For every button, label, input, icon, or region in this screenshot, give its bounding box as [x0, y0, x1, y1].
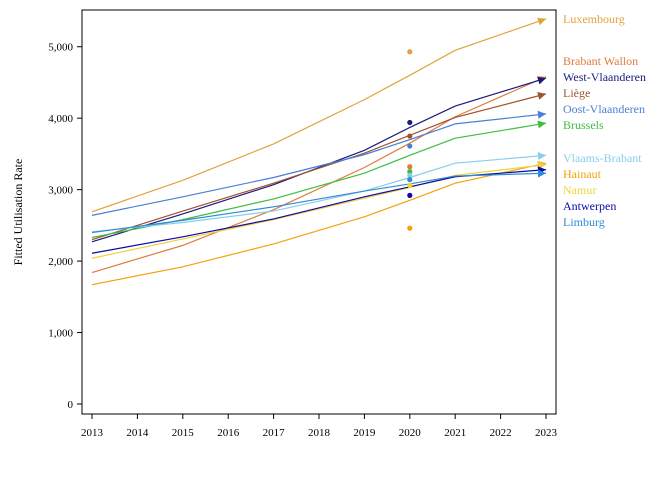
series-line-limburg	[91, 172, 547, 234]
legend-label-brabant-wallon: Brabant Wallon	[563, 54, 638, 68]
x-axis: 2013 2014 2015 2016 2017 2018 2019 2020 2021 2022…	[81, 414, 558, 439]
arrowhead-oost-vlaanderen	[537, 110, 546, 119]
x-tick-label: 2014	[126, 427, 149, 439]
observed-point-vlaams-brabant	[407, 172, 413, 178]
legend-label-luxembourg: Luxembourg	[563, 12, 625, 26]
series-line-luxembourg	[91, 18, 547, 213]
series-lines	[91, 17, 547, 286]
y-axis-label: Fitted Utilisation Rate	[11, 159, 25, 266]
series-line-brussels	[91, 122, 547, 239]
y-axis: 0 1,000 2,000 3,000 4,000 5,000	[48, 42, 82, 411]
legend-label-vlaams-brabant: Vlaams-Brabant	[563, 151, 642, 165]
arrowhead-luxembourg	[537, 17, 546, 26]
y-tick-label: 2,000	[48, 256, 73, 268]
legend-label-antwerpen: Antwerpen	[563, 199, 616, 213]
x-tick-label: 2020	[399, 427, 422, 439]
x-tick-label: 2017	[263, 427, 286, 439]
series-line-antwerpen	[91, 169, 547, 254]
legend-label-west-vlaanderen: West-Vlaanderen	[563, 70, 646, 84]
x-tick-label: 2018	[308, 427, 331, 439]
y-tick-label: 1,000	[48, 328, 73, 340]
plot-frame	[81, 9, 557, 415]
legend-label-liege: Liège	[563, 86, 590, 100]
observed-point-hainaut	[407, 225, 413, 231]
observed-point-west-vlaanderen	[407, 119, 413, 126]
observed-point-liege	[407, 133, 413, 139]
x-tick-label: 2015	[172, 427, 195, 439]
observed-points	[407, 49, 413, 231]
series-line-oost-vlaanderen	[91, 113, 547, 216]
y-tick-label: 3,000	[48, 185, 73, 197]
y-tick-label: 0	[68, 399, 74, 411]
observed-point-namur	[407, 182, 413, 188]
series-line-hainaut	[91, 162, 547, 286]
observed-point-antwerpen	[407, 192, 413, 198]
observed-point-brussels	[407, 169, 413, 175]
arrowhead-west-vlaanderen	[537, 76, 546, 85]
observed-point-brabant-wallon	[407, 164, 413, 170]
series-line-liege	[91, 93, 547, 241]
arrowhead-limburg	[537, 169, 546, 178]
legend-label-hainaut: Hainaut	[563, 167, 602, 181]
x-tick-label: 2021	[444, 427, 466, 439]
arrowhead-brussels	[537, 120, 546, 129]
x-tick-label: 2023	[535, 427, 558, 439]
legend-label-limburg: Limburg	[563, 215, 605, 229]
x-tick-label: 2022	[490, 427, 512, 439]
y-tick-label: 4,000	[48, 113, 73, 125]
series-line-west-vlaanderen	[91, 77, 547, 243]
observed-point-oost-vlaanderen	[407, 143, 413, 149]
legend-label-brussels: Brussels	[563, 118, 604, 132]
observed-point-luxembourg	[407, 49, 413, 55]
x-tick-label: 2016	[217, 427, 240, 439]
series-line-brabant-wallon	[91, 76, 547, 274]
x-tick-label: 2013	[81, 427, 104, 439]
observed-point-limburg	[407, 177, 413, 183]
legend-label-namur: Namur	[563, 183, 596, 197]
series-line-namur	[91, 164, 547, 259]
legend-label-oost-vlaanderen: Oost-Vlaanderen	[563, 102, 645, 116]
y-tick-label: 5,000	[48, 42, 73, 54]
arrowhead-vlaams-brabant	[537, 152, 546, 161]
legend: Luxembourg Brabant Wallon West-Vlaanderen L…	[563, 12, 646, 229]
arrowhead-liege	[537, 92, 546, 100]
x-tick-label: 2019	[353, 427, 376, 439]
